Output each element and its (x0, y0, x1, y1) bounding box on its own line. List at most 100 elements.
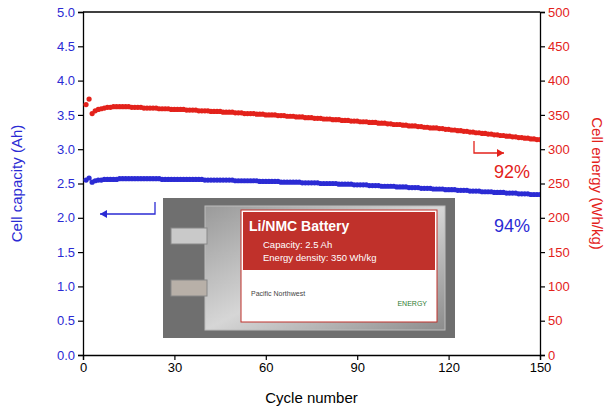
tick-mark (78, 12, 83, 13)
data-point (537, 192, 540, 197)
tick-label: 2.0 (57, 210, 75, 225)
tick-label: 50 (548, 313, 562, 328)
axis-line (84, 356, 541, 361)
y-tick: 5.0 (57, 5, 83, 20)
y2-tick: 250 (540, 176, 570, 191)
tick-label: 450 (548, 39, 570, 54)
x-tick: 90 (350, 355, 364, 375)
inset-photo: Li/NMC Battery Capacity: 2.5 Ah Energy den… (163, 198, 455, 338)
y2-tick: 200 (540, 210, 570, 225)
tick-label: 4.5 (57, 39, 75, 54)
inset-line: Energy density: 350 Wh/kg (263, 252, 377, 263)
tick-mark (540, 183, 545, 184)
arrow-head (497, 149, 504, 157)
y-tick: 4.0 (57, 73, 83, 88)
tick-label: 5.0 (57, 5, 75, 20)
tick-mark (540, 12, 545, 13)
axis-arrow (100, 202, 155, 218)
tick-mark (78, 115, 83, 116)
tick-mark (540, 218, 545, 219)
x-axis: 0306090120150 (80, 355, 551, 375)
tick-mark (78, 286, 83, 287)
data-point (86, 97, 91, 102)
tick-label: 0.5 (57, 313, 75, 328)
pouch-cell (205, 206, 445, 330)
x-tick: 30 (168, 355, 182, 375)
x-tick: 0 (80, 355, 87, 375)
tick-mark (78, 218, 83, 219)
tick-label: 120 (438, 360, 460, 375)
tick-label: 200 (548, 210, 570, 225)
y-tick: 0.0 (57, 348, 83, 363)
tick-mark (540, 252, 545, 253)
tick-label: 100 (548, 279, 570, 294)
tick-label: 1.5 (57, 245, 75, 260)
y2-axis-title: Cell energy (Wh/kg) (589, 117, 606, 250)
tick-label: 500 (548, 5, 570, 20)
y-tick: 4.5 (57, 39, 83, 54)
y-tick: 1.5 (57, 245, 83, 260)
tick-mark (540, 46, 545, 47)
series (83, 175, 540, 197)
inset-title: Li/NMC Battery (249, 218, 350, 234)
frame (83, 11, 540, 12)
y-tick: 1.0 (57, 279, 83, 294)
tick-mark (78, 149, 83, 150)
y2-tick: 0 (540, 348, 555, 363)
axis-arrow (474, 141, 504, 157)
y2-tick: 300 (540, 142, 570, 157)
tick-label: 4.0 (57, 73, 75, 88)
x-tick: 120 (438, 355, 460, 375)
chart: 0 30 60 90 120 150 0.0 0.5 1.0 1.5 2.0 2.5 3.0 3.5 4.0… (0, 0, 607, 415)
tick-label: 90 (350, 360, 364, 375)
tick-label: 30 (168, 360, 182, 375)
tick-label: 0 (548, 348, 555, 363)
y2-tick: 500 (540, 5, 570, 20)
y2-axis: 050100150200250300350400450500 (540, 5, 570, 363)
tick-label: 2.5 (57, 176, 75, 191)
data-point (86, 175, 91, 180)
tick-label: 3.0 (57, 142, 75, 157)
inset-line: Capacity: 2.5 Ah (263, 239, 332, 250)
y-tick: 3.5 (57, 108, 83, 123)
y2-tick: 100 (540, 279, 570, 294)
tick-mark (540, 149, 545, 150)
y-tick: 2.0 (57, 210, 83, 225)
tick-label: 0.0 (57, 348, 75, 363)
tick-mark (540, 286, 545, 287)
y2-tick: 450 (540, 39, 570, 54)
label-header (243, 212, 435, 270)
tab (171, 228, 207, 244)
tick-label: 1.0 (57, 279, 75, 294)
plot-area (83, 97, 540, 198)
tick-mark (78, 46, 83, 47)
data-point (83, 102, 88, 107)
tick-mark (540, 321, 545, 322)
tick-mark (540, 80, 545, 81)
tick-label: 60 (259, 360, 273, 375)
arrow-line (100, 202, 155, 214)
tick-mark (78, 321, 83, 322)
tick-label: 0 (80, 360, 87, 375)
series (83, 97, 540, 143)
tab (171, 280, 207, 296)
y2-tick: 50 (540, 313, 562, 328)
arrow-head (100, 210, 107, 218)
y-tick: 0.5 (57, 313, 83, 328)
x-axis-title: Cycle number (265, 389, 358, 406)
y-tick: 3.0 (57, 142, 83, 157)
tick-mark (78, 355, 83, 356)
y2-tick: 350 (540, 108, 570, 123)
y-tick: 2.5 (57, 176, 83, 191)
tick-mark (78, 80, 83, 81)
tick-mark (78, 183, 83, 184)
y2-tick: 150 (540, 245, 570, 260)
inset-logo: ENERGY (397, 300, 427, 307)
y-axis: 0.0 0.5 1.0 1.5 2.0 2.5 3.0 3.5 4.0 4.5 5.0 (57, 5, 84, 363)
tick-mark (540, 115, 545, 116)
tick-mark (78, 252, 83, 253)
tick-label: 300 (548, 142, 570, 157)
inset-logo: Pacific Northwest (251, 290, 305, 297)
data-point (537, 137, 540, 142)
x-tick: 60 (259, 355, 273, 375)
